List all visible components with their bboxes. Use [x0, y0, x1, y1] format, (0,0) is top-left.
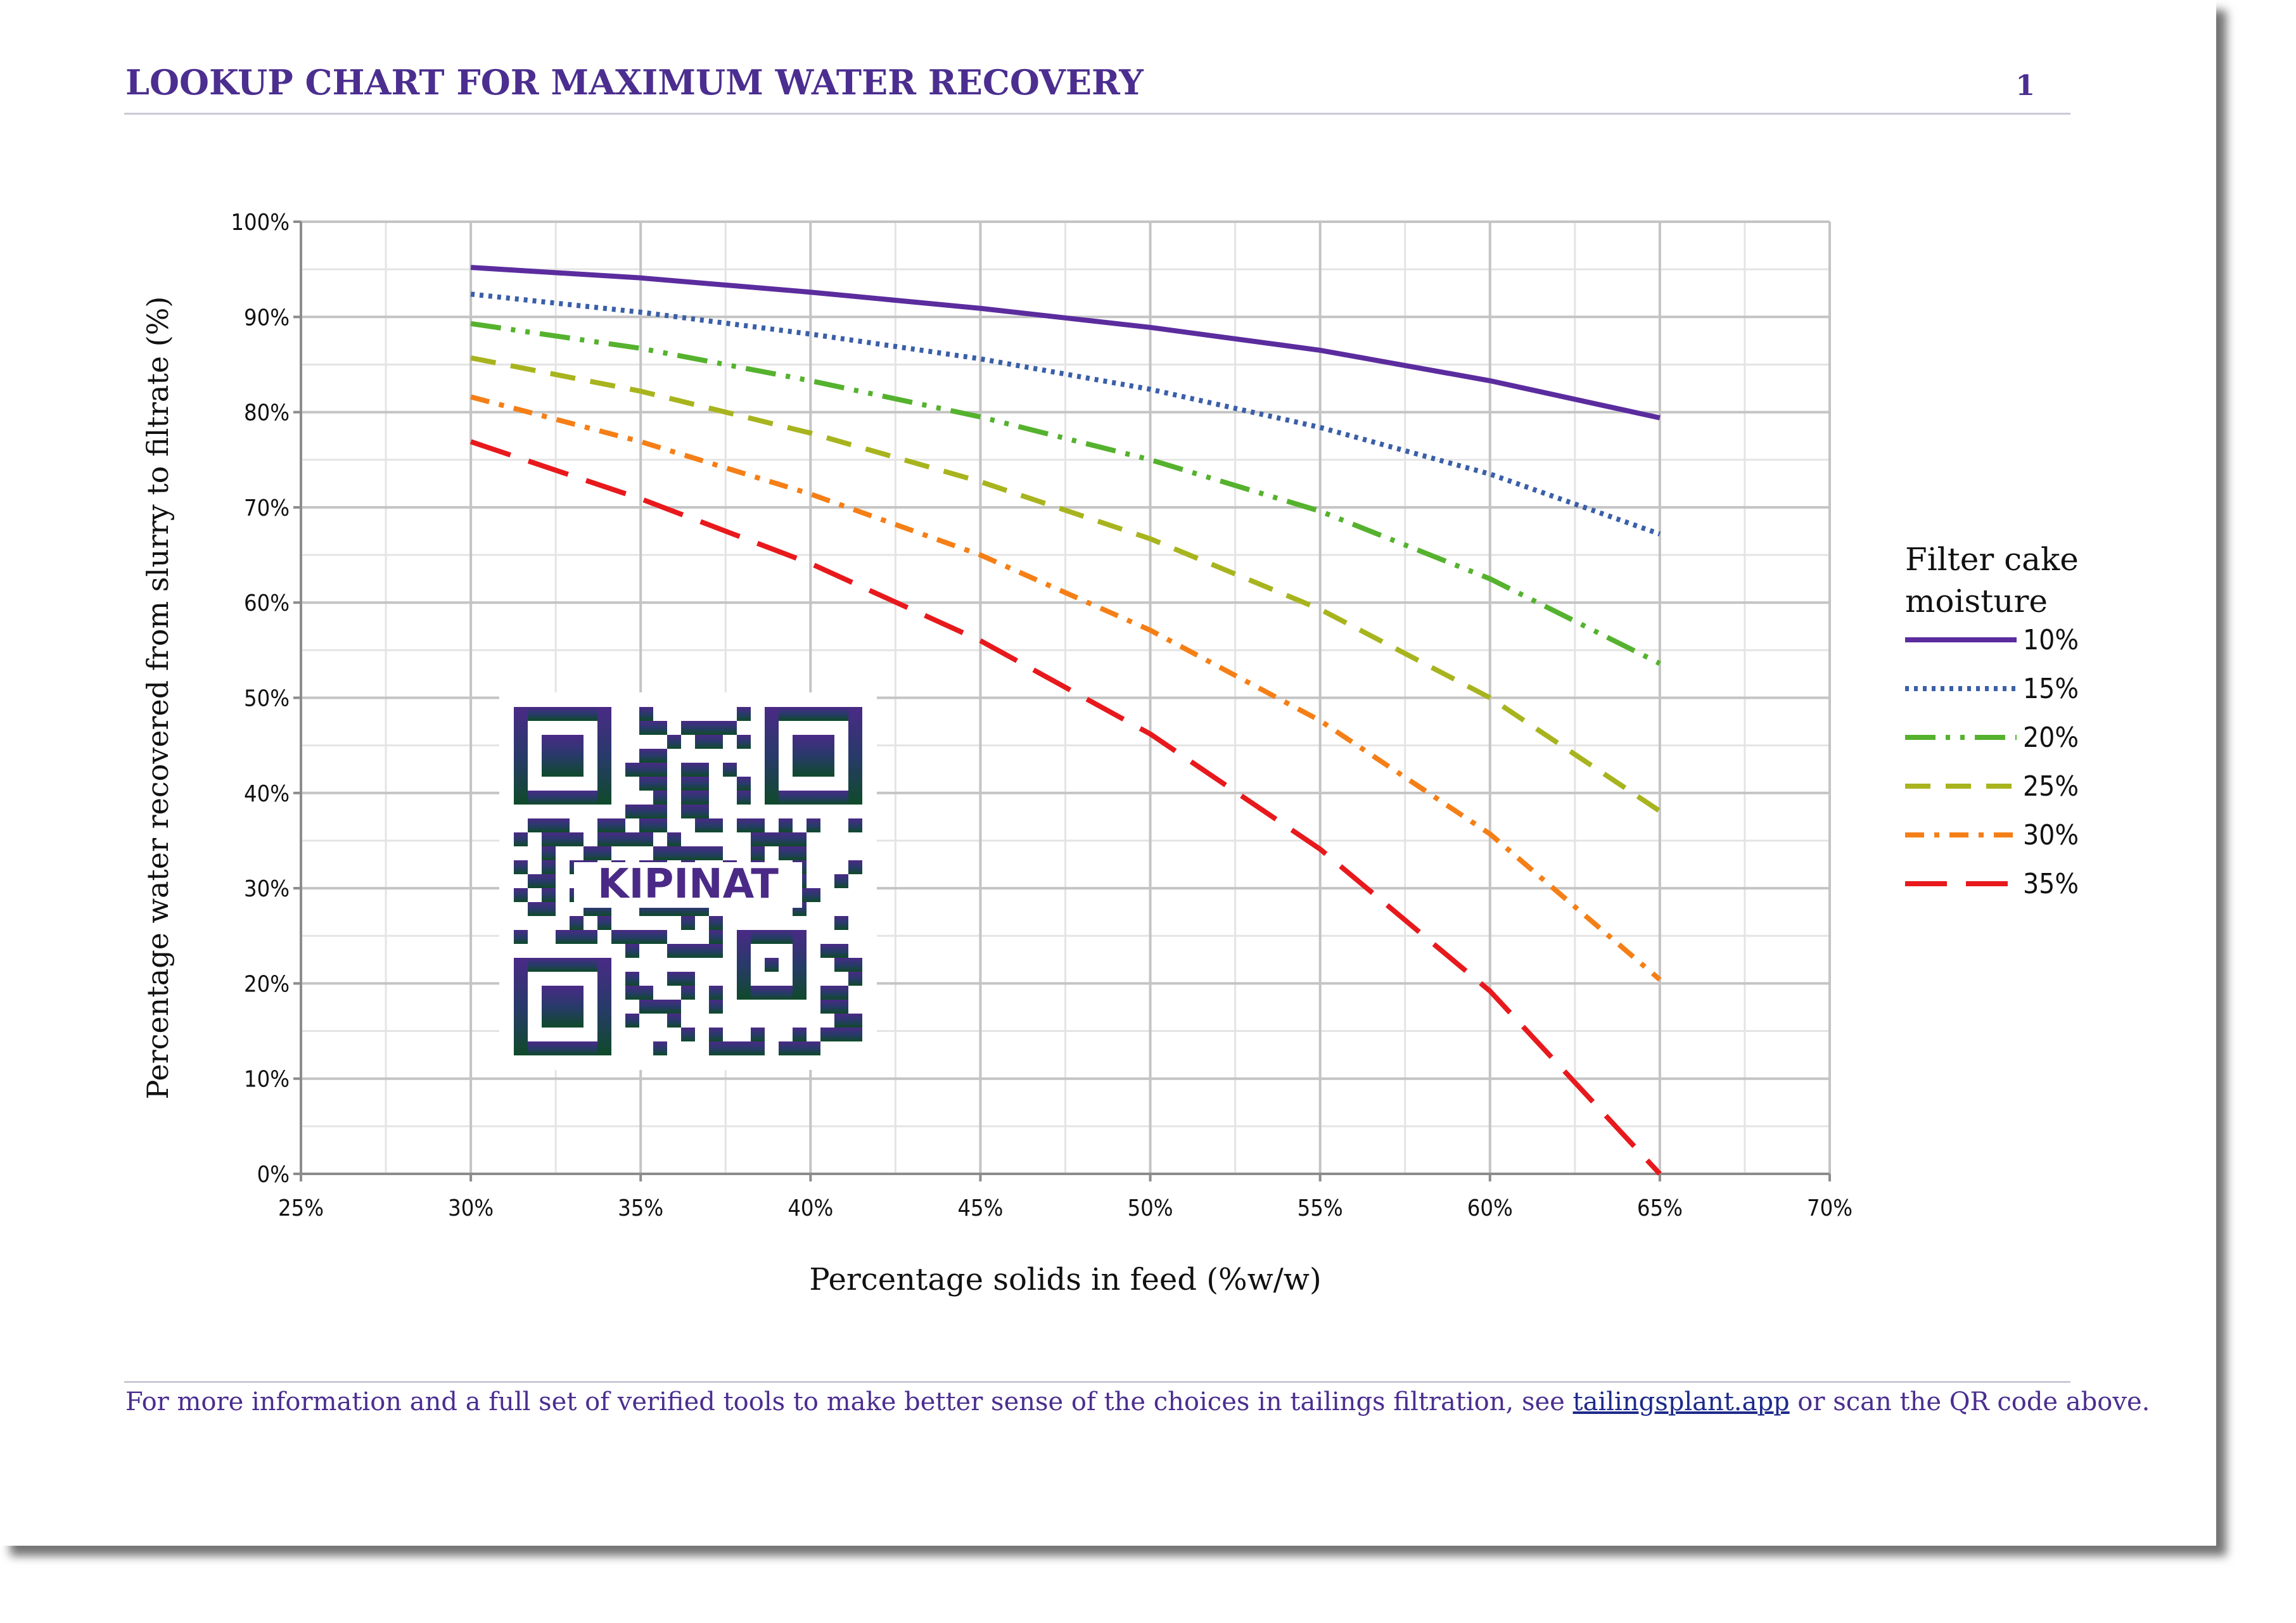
y-tick-label: 70%	[244, 495, 290, 521]
qr-code[interactable]: KIPINAT	[499, 692, 877, 1070]
y-tick-label: 50%	[244, 686, 290, 712]
water-recovery-chart: 0% 10% 20% 30% 40% 50% 60% 70% 80% 90% 100% 25% 30% 3…	[141, 210, 2079, 1297]
y-tick-label: 60%	[244, 590, 290, 616]
series-line-35pct	[469, 439, 1662, 1176]
legend-title-line-1: Filter cake	[1905, 541, 2079, 578]
x-tick-label: 50%	[1128, 1195, 1173, 1221]
y-tick-label: 100%	[231, 210, 290, 236]
legend-label-30pct: 30%	[2023, 819, 2079, 851]
x-tick-label: 40%	[788, 1195, 833, 1221]
footer-note: For more information and a full set of v…	[125, 1387, 2150, 1416]
legend-label-15pct: 15%	[2023, 673, 2079, 705]
legend-label-35pct: 35%	[2023, 868, 2079, 900]
page-number: 1	[2015, 70, 2035, 102]
y-tick-label: 40%	[244, 781, 290, 807]
y-tick-label: 80%	[244, 400, 290, 426]
y-tick-label: 0%	[257, 1162, 290, 1188]
legend-title-line-2: moisture	[1905, 583, 2048, 620]
y-tick-label: 10%	[244, 1067, 290, 1093]
x-tick-label: 70%	[1807, 1195, 1853, 1221]
qr-brand-label: KIPINAT	[597, 861, 779, 908]
series-line-10pct	[470, 265, 1661, 421]
x-tick-label: 30%	[448, 1195, 494, 1221]
legend-label-10pct: 10%	[2023, 624, 2079, 656]
series-line-30pct	[470, 394, 1662, 982]
page-title: LOOKUP CHART FOR MAXIMUM WATER RECOVERY	[125, 62, 1144, 103]
legend-label-25pct: 25%	[2023, 770, 2079, 803]
y-tick-label: 90%	[244, 305, 290, 331]
x-tick-label: 60%	[1467, 1195, 1513, 1221]
x-axis-label: Percentage solids in feed (%w/w)	[809, 1262, 1321, 1297]
header-divider	[124, 113, 2070, 115]
x-tick-label: 25%	[278, 1195, 324, 1221]
x-tick-label: 55%	[1298, 1195, 1343, 1221]
y-tick-label: 30%	[244, 876, 290, 902]
y-tick-label: 20%	[244, 971, 290, 997]
footer-divider	[124, 1381, 2070, 1383]
series-line-25pct	[470, 355, 1662, 813]
x-tick-label: 45%	[957, 1195, 1003, 1221]
legend-label-20pct: 20%	[2023, 722, 2079, 754]
footer-text-start: For more information and a full set of v…	[125, 1387, 1573, 1416]
tailingsplant-link[interactable]: tailingsplant.app	[1572, 1387, 1790, 1416]
y-axis-label: Percentage water recovered from slurry t…	[141, 296, 175, 1100]
footer-text-end: or scan the QR code above.	[1789, 1387, 2150, 1416]
x-tick-label: 35%	[618, 1195, 663, 1221]
document-page: LOOKUP CHART FOR MAXIMUM WATER RECOVERY …	[124, 62, 2150, 1416]
x-tick-label: 65%	[1637, 1195, 1683, 1221]
